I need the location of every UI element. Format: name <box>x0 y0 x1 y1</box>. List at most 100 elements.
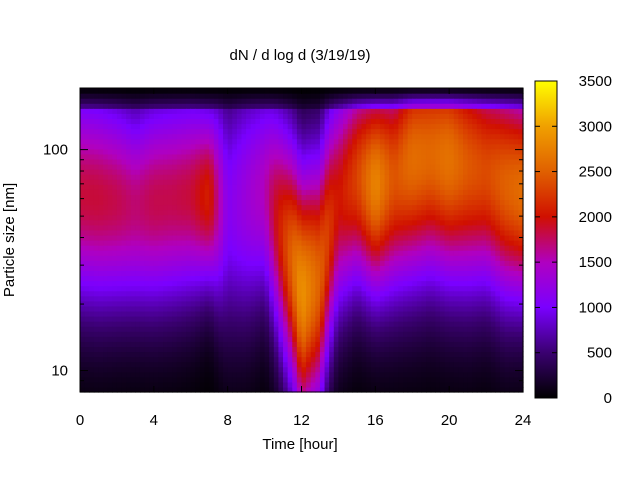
heatmap-cell <box>121 113 127 119</box>
heatmap-cell <box>310 310 316 317</box>
heatmap-cell <box>107 158 113 165</box>
heatmap-cell <box>172 371 178 378</box>
heatmap-cell <box>84 128 90 135</box>
heatmap-cell <box>333 240 340 246</box>
heatmap-cell <box>389 260 395 266</box>
heatmap-cell <box>333 93 340 99</box>
heatmap-cell <box>398 381 404 388</box>
heatmap-cell <box>393 128 399 135</box>
heatmap-cell <box>421 169 427 175</box>
heatmap-cell <box>213 376 220 383</box>
heatmap-cell <box>167 366 173 373</box>
heatmap-cell <box>389 128 395 135</box>
heatmap-cell <box>301 356 307 363</box>
heatmap-cell <box>186 300 192 307</box>
heatmap-cell <box>426 128 432 135</box>
heatmap-cell <box>84 290 90 297</box>
heatmap-cell <box>366 260 372 266</box>
heatmap-cell <box>139 341 146 347</box>
heatmap-cell <box>255 108 261 114</box>
heatmap-cell <box>287 224 293 231</box>
heatmap-cell <box>319 133 326 140</box>
heatmap-cell <box>361 386 367 393</box>
heatmap-cell <box>315 240 321 246</box>
heatmap-cell <box>398 361 404 368</box>
heatmap-cell <box>463 386 469 393</box>
heatmap-cell <box>356 326 363 332</box>
heatmap-cell <box>444 199 450 206</box>
heatmap-cell <box>204 316 210 322</box>
heatmap-cell <box>403 143 409 150</box>
heatmap-cell <box>301 169 307 175</box>
heatmap-cell <box>435 381 441 388</box>
heatmap-cell <box>361 371 367 378</box>
heatmap-cell <box>167 174 173 180</box>
heatmap-cell <box>319 381 326 388</box>
heatmap-cell <box>172 143 178 150</box>
heatmap-cell <box>389 351 395 358</box>
heatmap-cell <box>199 326 206 332</box>
heatmap-cell <box>227 300 233 307</box>
heatmap-cell <box>167 285 173 292</box>
heatmap-cell <box>403 316 409 322</box>
heatmap-cell <box>375 133 381 140</box>
heatmap-cell <box>407 189 413 195</box>
heatmap-cell <box>333 174 340 180</box>
heatmap-cell <box>209 113 215 119</box>
heatmap-cell <box>269 189 275 195</box>
heatmap-cell <box>246 164 252 170</box>
heatmap-cell <box>213 143 220 150</box>
heatmap-cell <box>126 305 132 312</box>
heatmap-cell <box>135 98 141 104</box>
heatmap-cell <box>172 164 178 170</box>
heatmap-cell <box>306 153 312 160</box>
heatmap-cell <box>338 204 344 211</box>
heatmap-cell <box>264 341 270 347</box>
heatmap-cell <box>338 189 344 195</box>
heatmap-cell <box>264 214 270 221</box>
heatmap-cell <box>209 275 215 282</box>
heatmap-cell <box>218 194 224 201</box>
heatmap-cell <box>352 290 358 297</box>
heatmap-cell <box>389 321 395 327</box>
heatmap-cell <box>366 214 372 221</box>
heatmap-cell <box>241 336 247 342</box>
heatmap-cell <box>158 300 164 307</box>
heatmap-cell <box>389 326 395 332</box>
heatmap-cell <box>379 310 386 317</box>
heatmap-cell <box>112 214 118 221</box>
heatmap-cell <box>444 229 450 236</box>
heatmap-cell <box>259 255 266 261</box>
heatmap-cell <box>176 123 183 130</box>
heatmap-cell <box>421 118 427 125</box>
heatmap-cell <box>176 361 183 368</box>
heatmap-cell <box>389 93 395 99</box>
heatmap-cell <box>370 300 376 307</box>
heatmap-cell <box>89 331 95 337</box>
heatmap-cell <box>89 356 95 363</box>
heatmap-cell <box>287 280 293 287</box>
heatmap-cell <box>319 316 326 322</box>
heatmap-cell <box>139 326 146 332</box>
heatmap-cell <box>416 240 423 246</box>
heatmap-cell <box>116 240 123 246</box>
heatmap-cell <box>144 366 150 373</box>
heatmap-cell <box>283 371 289 378</box>
heatmap-cell <box>333 245 340 251</box>
heatmap-cell <box>403 133 409 140</box>
heatmap-cell <box>84 103 90 109</box>
heatmap-cell <box>153 158 160 165</box>
heatmap-cell <box>393 250 399 256</box>
heatmap-cell <box>352 219 358 226</box>
heatmap-cell <box>241 351 247 358</box>
heatmap-cell <box>158 108 164 114</box>
heatmap-cell <box>306 148 312 155</box>
heatmap-cell <box>361 138 367 145</box>
heatmap-cell <box>144 158 150 165</box>
heatmap-cell <box>241 295 247 302</box>
heatmap-cell <box>107 214 113 221</box>
heatmap-cell <box>80 386 86 393</box>
heatmap-cell <box>149 270 155 277</box>
heatmap-cell <box>384 321 390 327</box>
heatmap-cell <box>232 214 238 221</box>
